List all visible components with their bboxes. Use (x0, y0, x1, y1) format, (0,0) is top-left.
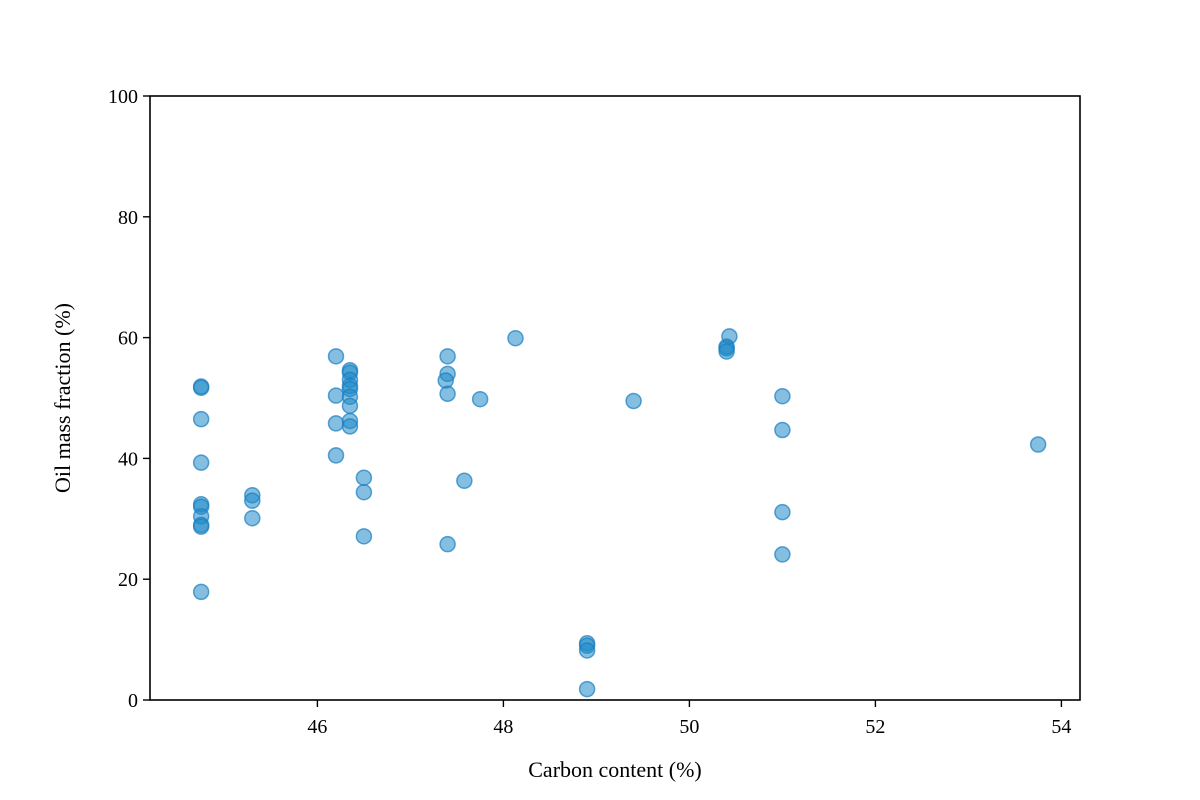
scatter-point (192, 518, 210, 535)
x-tick-label: 54 (1051, 716, 1071, 738)
y-axis-label: Oil mass fraction (%) (50, 303, 75, 493)
x-tick-label: 50 (679, 716, 699, 738)
y-tick-label: 60 (118, 328, 138, 350)
scatter-point (355, 528, 373, 545)
y-axis-ticks: 0 20 40 60 80 100 (108, 86, 150, 712)
scatter-point (355, 469, 373, 486)
scatter-point (192, 454, 210, 471)
y-tick-label: 20 (118, 569, 138, 591)
scatter-point (578, 680, 596, 698)
scatter-point (774, 421, 791, 439)
y-tick-label: 0 (128, 690, 138, 712)
x-axis-label: Carbon content (%) (528, 757, 702, 782)
data-points (192, 328, 1047, 698)
scatter-point (192, 583, 210, 601)
scatter-point (327, 447, 345, 464)
y-tick-label: 80 (118, 207, 138, 229)
y-tick-label: 100 (108, 86, 138, 108)
scatter-point (327, 415, 345, 432)
scatter-point (774, 546, 791, 563)
scatter-point (341, 418, 359, 435)
scatter-point (244, 509, 261, 527)
scatter-point (439, 348, 456, 365)
scatter-point (507, 329, 524, 347)
scatter-point (718, 343, 735, 360)
scatter-point (1029, 436, 1047, 453)
x-tick-label: 52 (865, 716, 885, 738)
scatter-point (471, 390, 489, 408)
scatter-point (327, 387, 345, 404)
scatter-point (439, 535, 456, 553)
x-tick-label: 46 (307, 716, 327, 738)
scatter-point (327, 348, 345, 365)
scatter-point (625, 392, 642, 410)
x-axis-ticks: 46 48 50 52 54 (307, 700, 1071, 738)
scatter-point (774, 503, 791, 521)
scatter-point (437, 372, 454, 389)
scatter-point (456, 472, 473, 489)
scatter-point (774, 387, 791, 405)
x-tick-label: 48 (493, 716, 513, 738)
scatter-point (192, 410, 210, 428)
y-tick-label: 40 (118, 448, 138, 470)
scatter-point (355, 483, 373, 501)
scatter-point (244, 492, 261, 509)
scatter-point (341, 397, 359, 415)
scatter-point (192, 379, 210, 396)
plot-frame (149, 95, 1081, 701)
scatter-point (578, 642, 596, 659)
scatter-point (439, 385, 456, 403)
